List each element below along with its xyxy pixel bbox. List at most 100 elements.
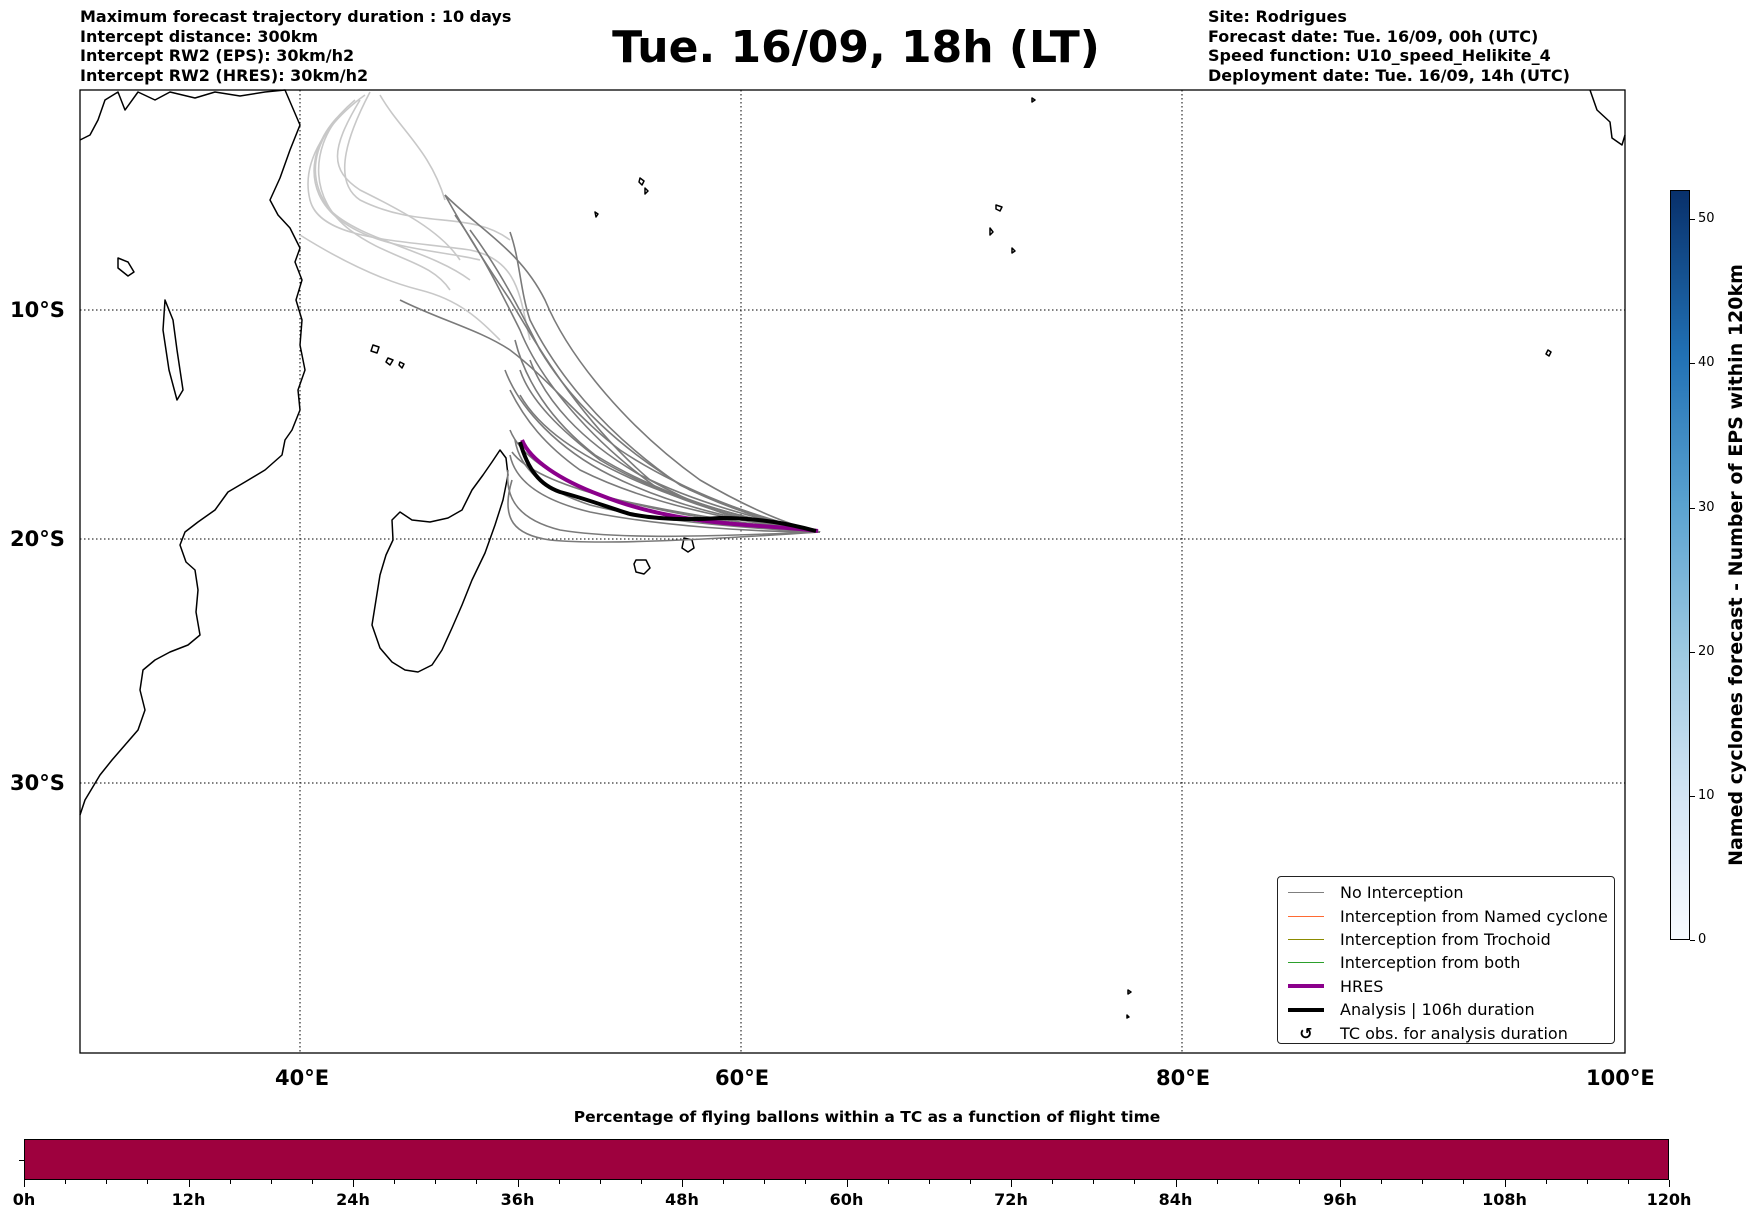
hbar-minor-tick [1216,1180,1218,1184]
legend-item-tc-obs: ↺ TC obs. for analysis duration [1278,1021,1614,1044]
hbar-major-tick [1340,1180,1341,1187]
hbar-major-tick [353,1180,354,1187]
hbar-major-tick [1011,1180,1012,1187]
hbar-major-tick [517,1180,519,1187]
lon-label-80e: 80°E [1156,1066,1211,1090]
eps-track-13 [506,469,821,538]
flight-time-colorbar-title: Percentage of flying ballons within a TC… [573,1108,1161,1126]
intercept-eps-text: Intercept RW2 (EPS): 30km/h2 [80,46,355,65]
faded-track-8 [336,99,461,261]
vtick-label-10: 10 [1698,788,1715,803]
faded-ensemble-tracks [299,91,531,341]
max-duration-text: Maximum forecast trajectory duration : 1… [80,7,512,26]
hbar-minor-tick [723,1180,725,1184]
vtick-10 [1690,796,1695,797]
eps-track-11 [514,439,821,533]
hbar-major-tick [1175,1180,1177,1187]
hres-track [520,439,819,533]
hbar-minor-tick [1298,1180,1300,1184]
vtick-20 [1690,652,1695,653]
hbar-minor-tick [805,1180,807,1184]
hbar-tick-label: 12h [171,1190,206,1209]
eps-count-colorbar [1670,190,1690,940]
vtick-label-30: 30 [1698,500,1715,515]
hbar-tick-label: 72h [994,1190,1028,1209]
faded-track-7 [299,234,501,341]
intercept-hres-text: Intercept RW2 (HRES): 30km/h2 [80,65,369,85]
hbar-minor-tick [1257,1180,1259,1184]
map-legend: No Interception Interception from Named … [1277,876,1615,1044]
vtick-label-40: 40 [1698,355,1715,370]
forecast-date-text: Forecast date: Tue. 16/09, 00h (UTC) [1208,26,1539,46]
hbar-minor-tick [435,1180,437,1184]
hbar-tick-label: 96h [1323,1190,1357,1209]
hbar-minor-tick [558,1180,560,1184]
legend-line-orange [1288,915,1324,917]
legend-label: Interception from both [1340,953,1521,973]
hbar-tick-label: 120h [1646,1190,1692,1209]
hbar-minor-tick [1422,1180,1424,1184]
faded-track-3 [313,109,481,261]
map-frame [79,89,1626,1054]
analysis-track [518,441,817,533]
hbar-minor-tick [1134,1180,1136,1184]
madagascar-coastline [371,449,509,673]
legend-item-trochoid: Interception from Trochoid [1278,928,1614,951]
africa-coastline [79,89,306,816]
hbar-major-tick [1504,1180,1506,1187]
hbar-minor-tick [1545,1180,1547,1184]
legend-item-hres: HRES [1278,975,1614,998]
hbar-minor-tick [599,1180,601,1184]
legend-label: Interception from Named cyclone [1340,906,1608,926]
legend-label: No Interception [1340,883,1464,903]
hbar-minor-tick [1463,1180,1465,1184]
hbar-minor-tick [1627,1180,1629,1184]
hbar-minor-tick [764,1180,766,1184]
legend-line-purple [1288,984,1324,989]
hbar-minor-tick [229,1180,231,1184]
hbar-major-tick [24,1180,25,1187]
vtick-30 [1690,508,1695,509]
hbar-major-tick [188,1180,190,1187]
legend-label: TC obs. for analysis duration [1340,1023,1568,1043]
faded-track-4 [344,91,511,241]
hbar-minor-tick [65,1180,67,1184]
legend-label: Interception from Trochoid [1340,929,1551,949]
hbar-tick-label: 60h [829,1190,864,1209]
lon-label-40e: 40°E [275,1066,330,1090]
eps-track-4 [509,231,821,533]
eps-track-6 [444,194,821,533]
vtick-0 [1690,940,1695,941]
lat-label-10s: 10°S [10,298,65,322]
hbar-minor-tick [106,1180,108,1184]
hbar-minor-tick [147,1180,149,1184]
legend-label: HRES [1340,976,1384,996]
legend-item-both: Interception from both [1278,951,1614,974]
flight-time-colorbar [24,1139,1669,1180]
hbar-minor-tick [1093,1180,1095,1184]
legend-line-green [1288,962,1324,964]
faded-track-5 [379,94,446,201]
sumatra-coast [1589,89,1626,146]
hbar-left-tick [19,1160,24,1161]
vtick-50 [1690,219,1695,220]
header-info-right: Site: Rodrigues Forecast date: Tue. 16/0… [1208,7,1570,85]
legend-item-named-cyclone: Interception from Named cyclone [1278,904,1614,927]
hbar-minor-tick [476,1180,478,1184]
hbar-minor-tick [1052,1180,1054,1184]
hbar-minor-tick [1381,1180,1383,1184]
vtick-label-0: 0 [1698,932,1707,947]
hbar-tick-label: 84h [1158,1190,1193,1209]
hbar-minor-tick [887,1180,889,1184]
hbar-minor-tick [969,1180,971,1184]
site-text: Site: Rodrigues [1208,7,1347,26]
lat-label-20s: 20°S [10,527,65,551]
lon-label-100e: 100°E [1586,1066,1655,1090]
hbar-major-tick [1669,1180,1670,1187]
hbar-minor-tick [640,1180,642,1184]
eps-track-5 [399,299,821,533]
hbar-tick-label: 108h [1482,1190,1527,1209]
map-title: Tue. 16/09, 18h (LT) [612,22,1100,73]
hbar-major-tick [846,1180,848,1187]
vtick-label-50: 50 [1698,211,1715,226]
